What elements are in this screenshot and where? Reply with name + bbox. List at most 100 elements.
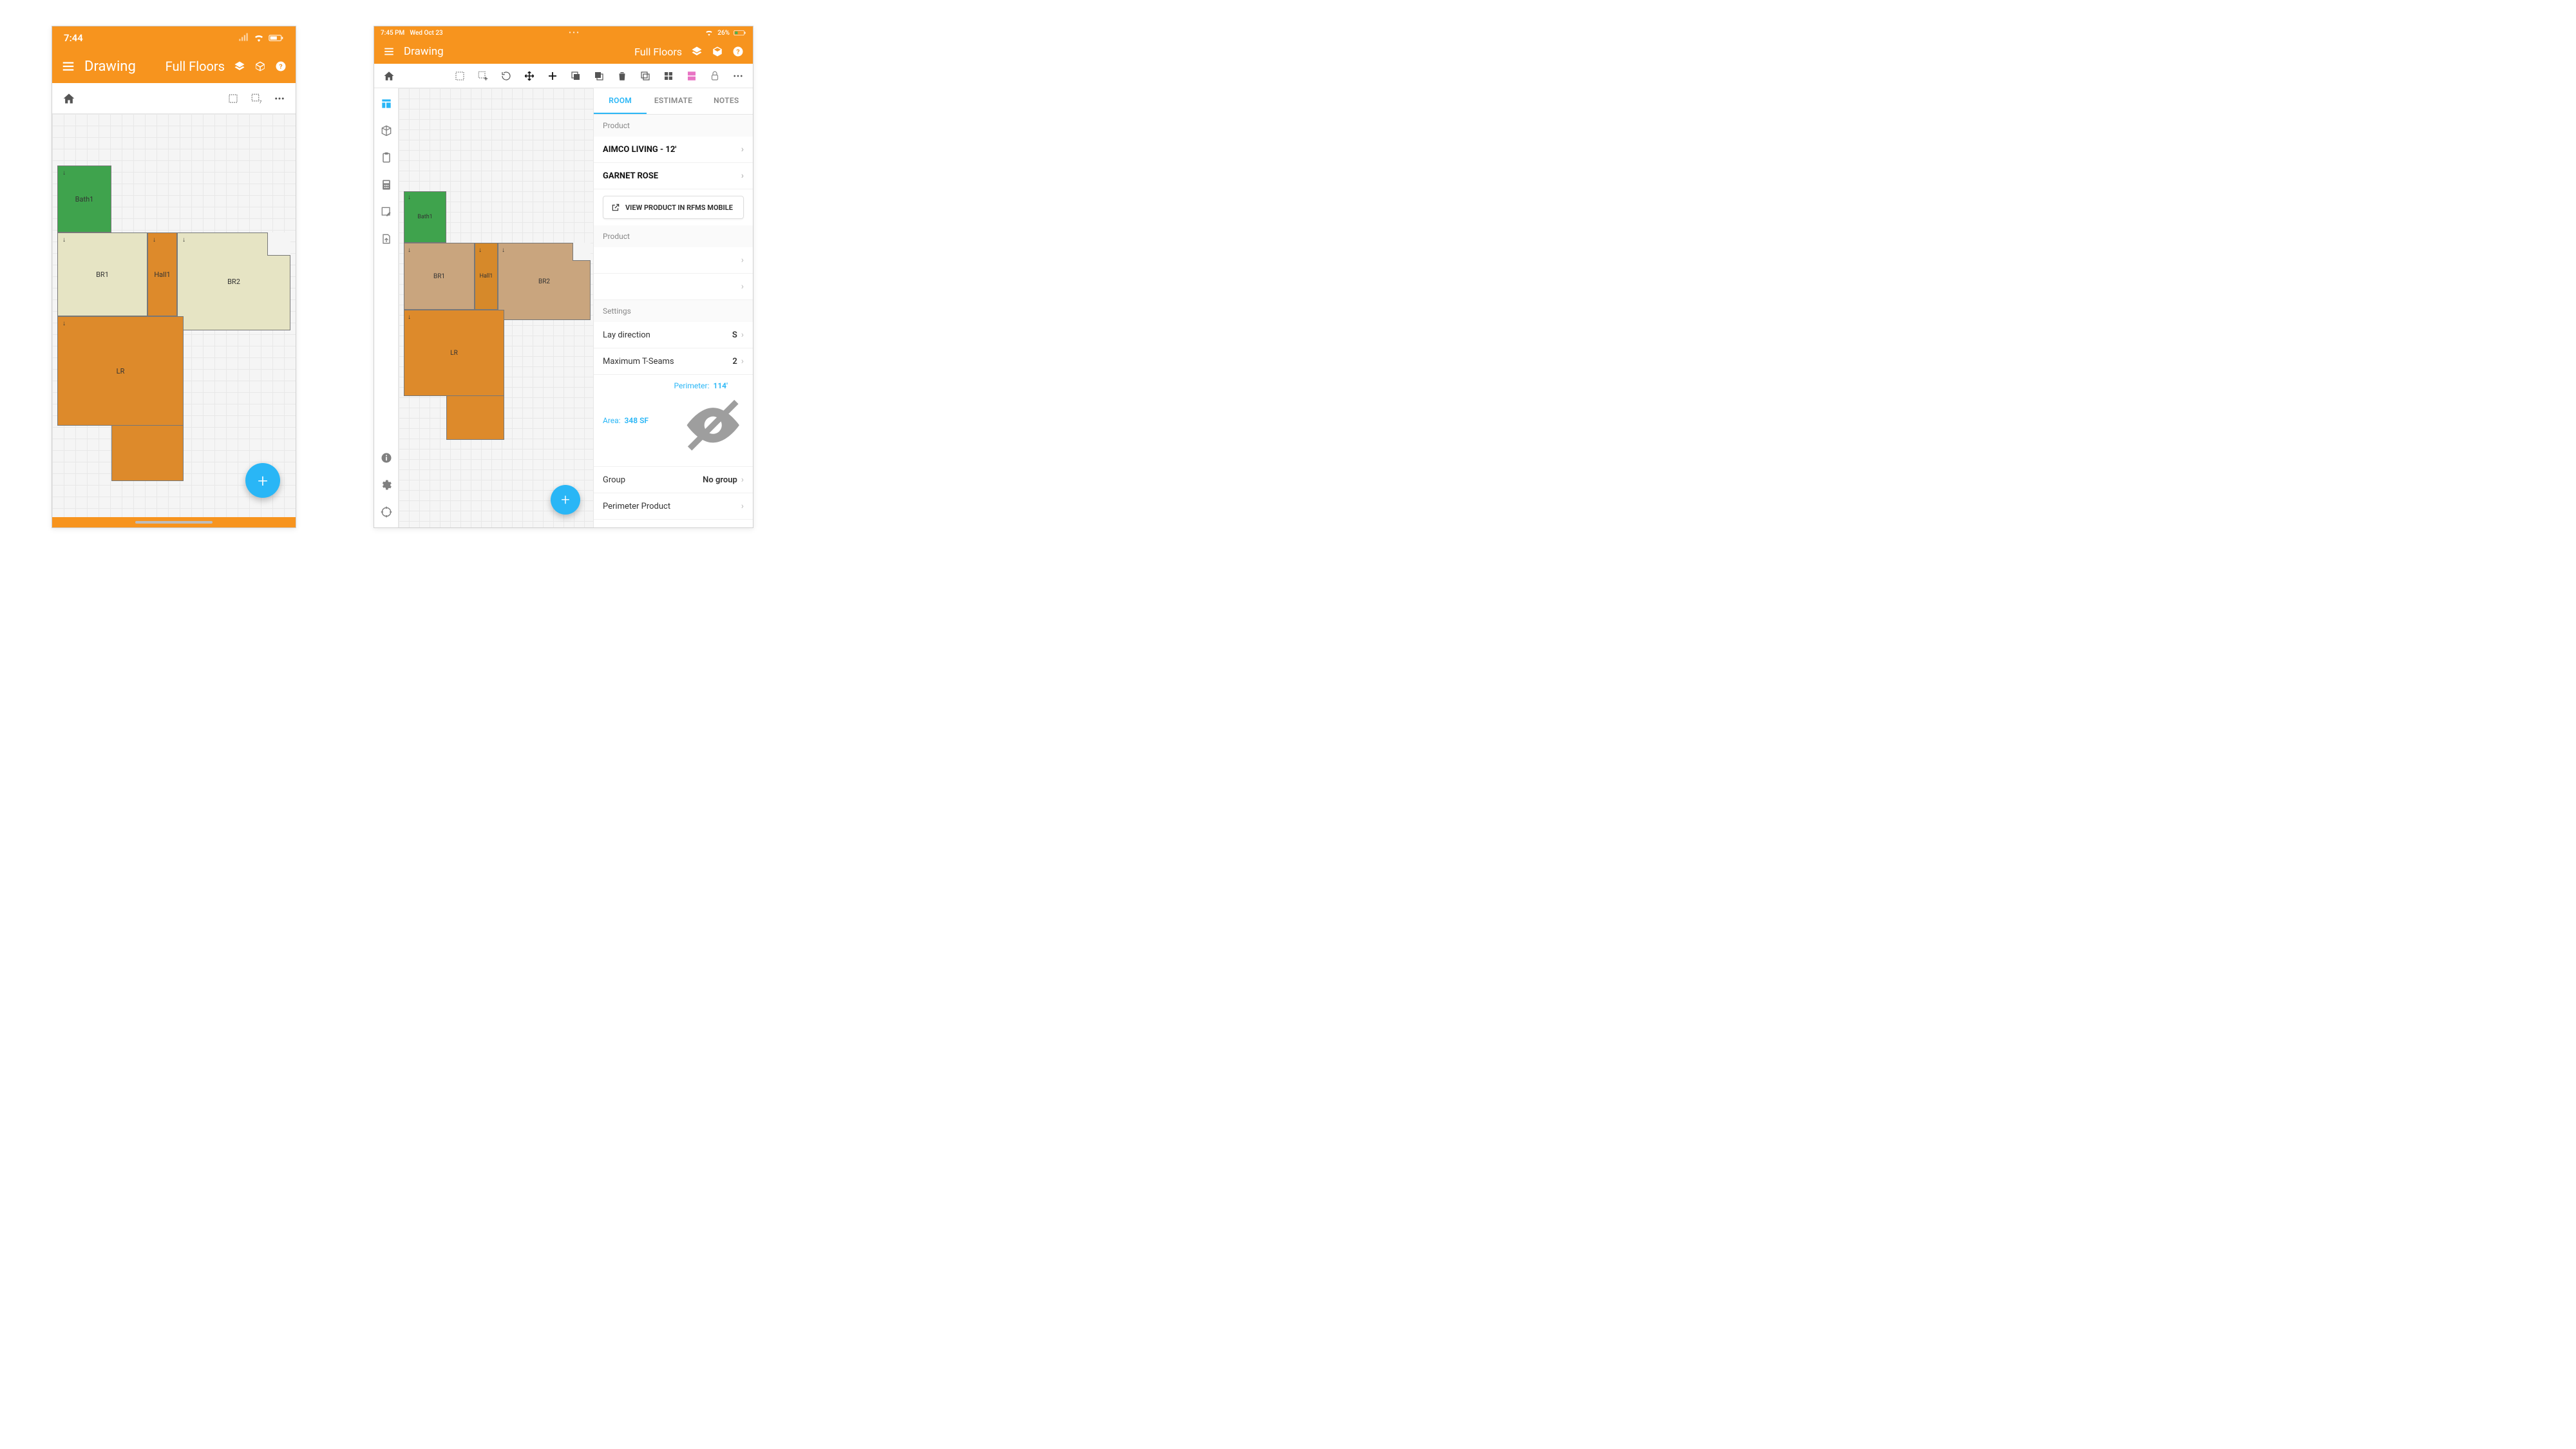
chevron-right-icon: › <box>741 255 744 265</box>
layers-icon[interactable] <box>234 61 245 72</box>
setting-label: Group <box>603 475 625 485</box>
phone-canvas[interactable]: Bath1 BR1 Hall1 BR2 LR ↓ ↓ <box>52 114 296 517</box>
select-add-icon[interactable] <box>477 70 489 82</box>
tab-notes[interactable]: NOTES <box>700 88 753 114</box>
setting-value: S <box>732 330 737 340</box>
cube-icon[interactable] <box>254 61 266 72</box>
setting-value: 2 <box>732 357 737 366</box>
room-lr-ext[interactable] <box>111 426 184 481</box>
rotate-icon[interactable] <box>500 70 512 82</box>
battery-icon <box>269 32 284 44</box>
rail-edit-icon[interactable] <box>380 205 393 218</box>
phone-status-bar: 7:44 <box>52 26 296 50</box>
select-add-icon[interactable]: 7 <box>251 93 262 104</box>
header-subtitle[interactable]: Full Floors <box>166 59 225 74</box>
visibility-off-icon[interactable] <box>678 420 748 429</box>
fab-add[interactable]: + <box>245 463 280 498</box>
status-dots: • • • <box>569 30 578 37</box>
rail-settings-icon[interactable] <box>380 478 393 491</box>
section-settings: Settings <box>594 300 753 322</box>
add-point-icon[interactable] <box>547 70 558 82</box>
perimeter-value: 114' <box>713 381 728 390</box>
rail-3d-icon[interactable] <box>380 124 393 137</box>
room-label: BR2 <box>538 278 550 285</box>
room-lr-ext[interactable] <box>446 396 504 440</box>
copy-icon[interactable] <box>639 70 651 82</box>
page-title: Drawing <box>84 59 136 75</box>
chevron-right-icon: › <box>741 281 744 292</box>
product-row-2[interactable]: GARNET ROSE › <box>594 163 753 189</box>
side-panel: ROOM ESTIMATE NOTES Product AIMCO LIVING… <box>593 88 753 527</box>
empty-product-row-1[interactable]: › <box>594 247 753 274</box>
arrow-icon: ↓ <box>153 236 156 243</box>
wifi-icon <box>705 28 714 37</box>
menu-icon[interactable] <box>61 59 75 73</box>
bring-front-icon[interactable] <box>570 70 582 82</box>
tablet-status-bar: 7:45 PM Wed Oct 23 • • • 26% <box>374 26 753 39</box>
rail-export-icon[interactable] <box>380 232 393 245</box>
seam-icon[interactable] <box>686 70 697 82</box>
chevron-right-icon: › <box>741 501 744 511</box>
room-hall1[interactable]: Hall1 <box>147 232 177 316</box>
tablet-header: Drawing Full Floors ? <box>374 39 753 64</box>
move-icon[interactable] <box>524 70 535 82</box>
room-lr[interactable]: LR <box>57 316 184 426</box>
wifi-icon <box>253 32 265 44</box>
left-rail <box>374 88 399 527</box>
lock-icon[interactable] <box>709 70 721 82</box>
area-label: Area: <box>603 416 621 425</box>
trash-icon[interactable] <box>616 70 628 82</box>
room-label: Hall1 <box>480 273 493 279</box>
perimeter-product-row[interactable]: Perimeter Product › <box>594 493 753 520</box>
more-icon[interactable] <box>274 93 285 104</box>
tseams-row[interactable]: Maximum T-Seams 2› <box>594 348 753 375</box>
room-br1[interactable]: BR1 <box>404 243 475 310</box>
page-title: Drawing <box>404 45 444 58</box>
chevron-right-icon: › <box>741 144 744 155</box>
room-br1[interactable]: BR1 <box>57 232 147 316</box>
home-icon[interactable] <box>62 92 75 105</box>
view-product-button[interactable]: VIEW PRODUCT IN RFMS MOBILE <box>603 196 744 219</box>
select-icon[interactable] <box>227 93 239 104</box>
rail-calculator-icon[interactable] <box>380 178 393 191</box>
room-lr[interactable]: LR <box>404 310 504 396</box>
tablet-canvas[interactable]: Bath1 BR1 Hall1 BR2 LR <box>399 88 593 527</box>
status-battery: 26% <box>717 30 730 37</box>
status-time: 7:44 <box>64 32 83 44</box>
signal-icon <box>238 32 249 44</box>
layers-icon[interactable] <box>691 46 703 57</box>
room-label: Hall1 <box>154 270 170 279</box>
rail-floor-icon[interactable] <box>380 97 393 110</box>
room-br2-notch <box>573 243 591 261</box>
send-back-icon[interactable] <box>593 70 605 82</box>
tablet-device: 7:45 PM Wed Oct 23 • • • 26% Drawing <box>374 26 753 528</box>
lay-direction-row[interactable]: Lay direction S› <box>594 322 753 348</box>
room-label: Bath1 <box>417 214 432 220</box>
grid-icon[interactable] <box>663 70 674 82</box>
chevron-right-icon: › <box>741 171 744 181</box>
rail-info-icon[interactable] <box>380 451 393 464</box>
more-icon[interactable] <box>732 70 744 82</box>
panel-tabs: ROOM ESTIMATE NOTES <box>594 88 753 115</box>
rail-clipboard-icon[interactable] <box>380 151 393 164</box>
room-label: Bath1 <box>75 195 94 204</box>
status-date: Wed Oct 23 <box>410 30 442 37</box>
header-subtitle[interactable]: Full Floors <box>634 46 682 58</box>
help-icon[interactable]: ? <box>732 46 744 57</box>
arrow-icon: ↓ <box>408 314 411 321</box>
phone-header: Drawing Full Floors ? <box>52 50 296 83</box>
rail-target-icon[interactable] <box>380 506 393 518</box>
setting-label: Perimeter Product <box>603 502 670 511</box>
home-icon[interactable] <box>383 70 395 82</box>
help-icon[interactable]: ? <box>275 61 287 72</box>
menu-icon[interactable] <box>383 46 395 57</box>
select-icon[interactable] <box>454 70 466 82</box>
group-row[interactable]: Group No group› <box>594 467 753 493</box>
fab-add[interactable]: + <box>551 485 580 515</box>
tab-room[interactable]: ROOM <box>594 88 647 114</box>
empty-product-row-2[interactable]: › <box>594 274 753 300</box>
tab-estimate[interactable]: ESTIMATE <box>647 88 699 114</box>
product-row-1[interactable]: AIMCO LIVING - 12' › <box>594 137 753 163</box>
cube-icon[interactable] <box>712 46 723 57</box>
svg-text:7: 7 <box>260 99 262 104</box>
